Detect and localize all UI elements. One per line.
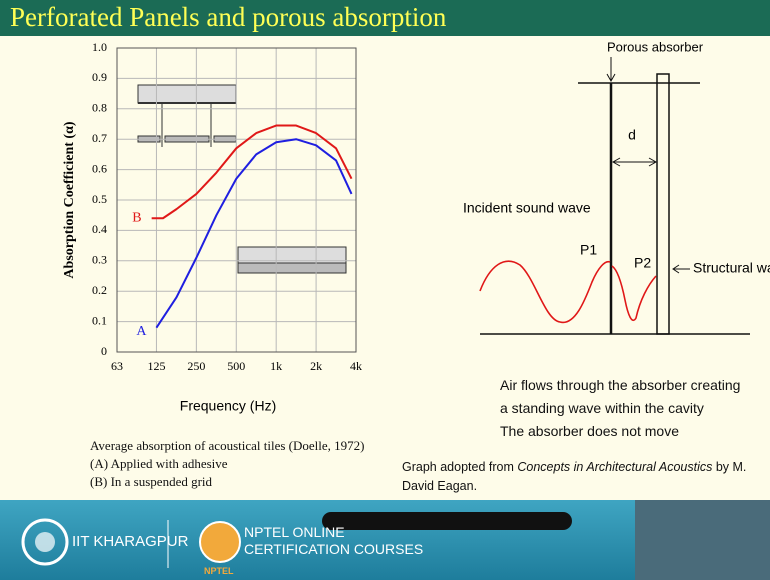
x-tick-label: 63 [111,359,123,373]
porous-label: Porous absorber [607,39,704,54]
y-tick-label: 0 [101,344,107,358]
source-note: Graph adopted from Concepts in Architect… [402,458,770,496]
series-label: A [136,324,147,339]
absorber-diagram [480,57,750,334]
y-tick-label: 0.2 [92,283,107,297]
footer-badge: NPTEL [204,566,234,576]
incident-label: Incident sound wave [463,200,591,216]
p1-label: P1 [580,242,597,258]
source-prefix: Graph adopted from [402,460,517,474]
y-tick-label: 0.6 [92,161,107,175]
x-tick-label: 125 [147,359,165,373]
series-line [156,139,351,327]
y-tick-label: 0.3 [92,253,107,267]
y-axis-label: Absorption Coefficient (α) [62,121,77,278]
p2-label: P2 [634,255,651,271]
caption-line: Average absorption of acoustical tiles (… [90,438,364,454]
x-tick-label: 2k [310,359,322,373]
source-book: Concepts in Architectural Acoustics [517,460,712,474]
y-tick-label: 0.7 [92,131,107,145]
institute-name: IIT KHARAGPUR [72,533,188,550]
caption-line: (A) Applied with adhesive [90,456,228,472]
series-label: B [132,210,141,225]
y-tick-label: 0.4 [92,222,107,236]
y-tick-label: 0.5 [92,192,107,206]
slide: Perforated Panels and porous absorption [0,0,770,580]
y-tick-label: 0.8 [92,101,107,115]
x-tick-label: 1k [270,359,282,373]
footer-line: NPTEL ONLINE [244,524,345,540]
adhesive-inset [238,247,346,273]
x-tick-label: 4k [350,359,362,373]
wall-label: Structural wal [693,260,770,276]
x-tick-label: 250 [187,359,205,373]
y-tick-label: 0.1 [92,313,107,327]
y-tick-label: 0.9 [92,70,107,84]
y-tick-label: 1.0 [92,40,107,54]
x-axis-label: Frequency (Hz) [180,398,276,414]
note-line: The absorber does not move [500,423,679,439]
x-tick-label: 500 [227,359,245,373]
distance-label: d [628,127,636,143]
caption-line: (B) In a suspended grid [90,474,212,490]
suspended-inset [138,85,236,147]
footer-line: CERTIFICATION COURSES [244,541,423,557]
note-line: a standing wave within the cavity [500,400,704,416]
note-line: Air flows through the absorber creating [500,377,740,393]
